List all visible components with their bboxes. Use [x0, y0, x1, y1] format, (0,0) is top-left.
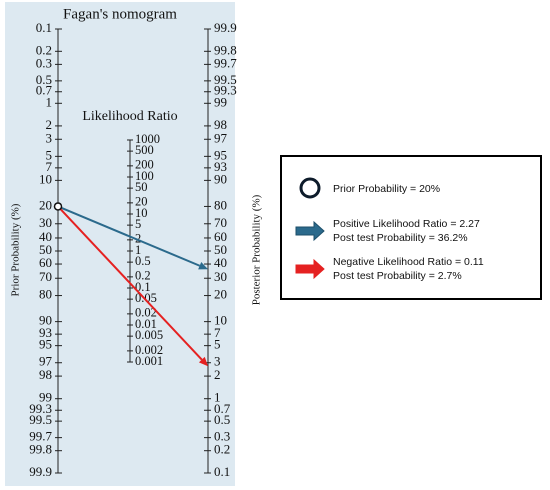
right-tick-label: 70: [214, 215, 227, 230]
left-tick-label: 70: [39, 269, 52, 284]
right-tick-label: 5: [214, 337, 221, 352]
left-tick-label: 99.7: [29, 429, 52, 444]
lr-line: [57, 205, 203, 361]
right-tick-label: 99.3: [214, 83, 237, 98]
left-tick-label: 20: [39, 197, 52, 212]
right-tick-label: 98: [214, 117, 227, 132]
right-tick-label: 2: [214, 367, 221, 382]
middle-tick-label: 0.02: [135, 306, 157, 320]
right-tick-label: 30: [214, 269, 227, 284]
middle-tick-label: 0.002: [135, 343, 163, 357]
left-tick-label: 3: [46, 130, 53, 145]
chart-title: Fagan's nomogram: [63, 6, 177, 22]
middle-tick-label: 2: [135, 232, 141, 246]
middle-tick-label: 20: [135, 195, 148, 209]
legend-text: Post test Probability = 36.2%: [333, 232, 468, 244]
legend-text: Prior Probability = 20%: [333, 183, 440, 195]
legend-arrow: [295, 258, 325, 280]
middle-tick-label: 0.1: [135, 280, 151, 294]
arrowhead: [198, 356, 208, 367]
legend-text: Post test Probability = 2.7%: [333, 270, 462, 282]
left-tick-label: 0.2: [36, 42, 52, 57]
legend-text: Negative Likelihood Ratio = 0.11: [333, 256, 484, 268]
legend-arrow: [295, 220, 325, 242]
left-tick-label: 80: [39, 287, 52, 302]
right-tick-label: 99: [214, 94, 227, 109]
middle-tick-label: 1000: [135, 132, 160, 146]
left-tick-label: 2: [46, 117, 53, 132]
right-tick-label: 99.5: [214, 72, 237, 87]
right-tick-label: 80: [214, 197, 227, 212]
middle-tick-label: 0.01: [135, 317, 157, 331]
left-tick-label: 95: [39, 337, 52, 352]
right-tick-label: 99.7: [214, 55, 237, 70]
right-tick-label: 97: [214, 130, 228, 145]
right-tick-label: 93: [214, 159, 227, 174]
left-tick-label: 99.5: [29, 412, 52, 427]
middle-tick-label: 50: [135, 180, 148, 194]
left-tick-label: 60: [39, 255, 52, 270]
left-tick-label: 98: [39, 367, 52, 382]
left-tick-label: 40: [39, 229, 52, 244]
middle-tick-label: 200: [135, 158, 154, 172]
left-tick-label: 7: [46, 159, 53, 174]
left-tick-label: 93: [39, 325, 52, 340]
left-tick-label: 0.1: [36, 20, 52, 35]
right-tick-label: 10: [214, 313, 227, 328]
middle-tick-label: 10: [135, 206, 148, 220]
right-tick-label: 3: [214, 354, 221, 369]
left-tick-label: 99.3: [29, 401, 52, 416]
lr-line: [57, 205, 201, 267]
right-axis-label: Posterior Probability (%): [251, 194, 263, 305]
middle-tick-label: 500: [135, 143, 154, 157]
middle-axis-label: Likelihood Ratio: [82, 109, 177, 124]
right-tick-label: 95: [214, 147, 227, 162]
prior-marker: [53, 202, 63, 211]
left-tick-label: 0.3: [36, 55, 52, 70]
left-tick-label: 99: [39, 390, 52, 405]
right-tick-label: 90: [214, 171, 227, 186]
left-tick-label: 1: [46, 94, 53, 109]
legend-circle: [299, 177, 321, 199]
right-tick-label: 1: [214, 390, 221, 405]
middle-tick-label: 0.001: [135, 354, 163, 368]
left-tick-label: 0.5: [36, 72, 52, 87]
right-tick-label: 0.1: [214, 464, 230, 479]
legend: [280, 155, 542, 300]
right-tick-label: 0.5: [214, 412, 230, 427]
nomogram-panel: [5, 2, 235, 486]
arrowhead: [198, 262, 208, 270]
left-tick-label: 97: [39, 354, 53, 369]
legend-text: Positive Likelihood Ratio = 2.27: [333, 218, 480, 230]
right-tick-label: 0.7: [214, 401, 231, 416]
left-tick-label: 99.9: [29, 464, 52, 479]
left-axis-label: Prior Probability (%): [10, 203, 22, 296]
middle-tick-label: 0.005: [135, 328, 163, 342]
right-tick-label: 99.8: [214, 42, 237, 57]
right-tick-label: 20: [214, 287, 227, 302]
right-tick-label: 99.9: [214, 20, 237, 35]
left-tick-label: 99.8: [29, 442, 52, 457]
right-tick-label: 0.2: [214, 442, 230, 457]
left-tick-label: 30: [39, 215, 52, 230]
left-tick-label: 5: [46, 147, 53, 162]
middle-tick-label: 100: [135, 169, 154, 183]
right-tick-label: 0.3: [214, 429, 230, 444]
left-tick-label: 0.7: [36, 83, 53, 98]
middle-tick-label: 0.5: [135, 254, 151, 268]
right-tick-label: 50: [214, 242, 227, 257]
middle-tick-label: 1: [135, 243, 141, 257]
left-tick-label: 90: [39, 313, 52, 328]
left-tick-label: 10: [39, 171, 52, 186]
middle-tick-label: 0.2: [135, 269, 151, 283]
right-tick-label: 60: [214, 229, 227, 244]
right-tick-label: 40: [214, 255, 227, 270]
middle-tick-label: 5: [135, 217, 141, 231]
left-tick-label: 50: [39, 242, 52, 257]
right-tick-label: 7: [214, 325, 221, 340]
